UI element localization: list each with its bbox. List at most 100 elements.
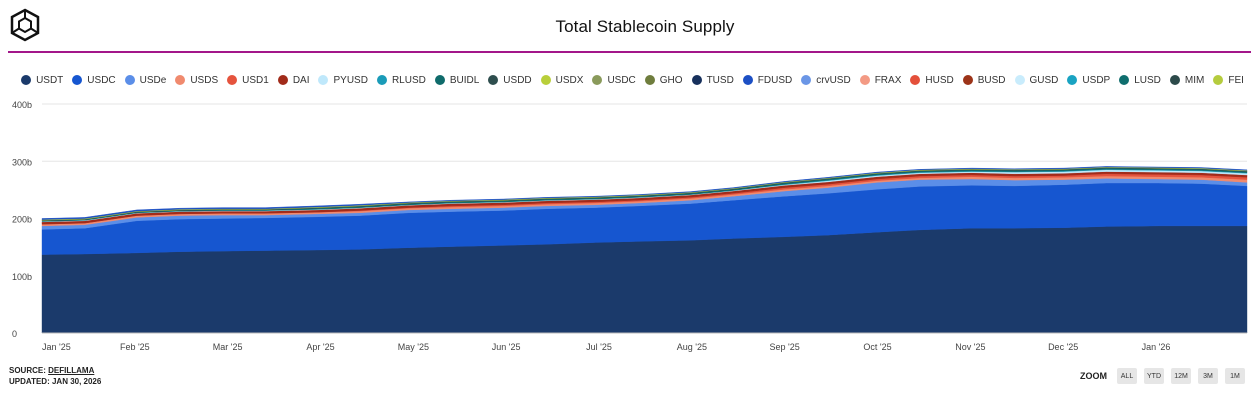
legend-item[interactable]: USDC [72,72,116,88]
legend-label: HUSD [925,74,954,86]
legend-label: RLUSD [391,74,426,86]
legend-item[interactable]: BUSD [962,72,1006,88]
zoom-3m-button[interactable]: 3M [1198,368,1218,384]
zoom-ytd-button[interactable]: YTD [1144,368,1164,384]
legend-label: USD1 [242,74,269,86]
legend-item[interactable]: PYUSD [318,72,368,88]
legend-item[interactable]: GUSD [1014,72,1059,88]
legend-item[interactable]: USDP [1067,72,1110,88]
legend-label: GUSD [1029,74,1059,86]
legend-item[interactable]: DAI [277,72,310,88]
legend-label: USDS [190,74,219,86]
zoom-all-button[interactable]: ALL [1117,368,1137,384]
legend-item[interactable]: crvUSD [801,72,851,88]
legend-swatch [962,75,973,85]
x-tick-label: Jan '26 [1142,342,1171,352]
area-series[interactable] [41,166,1248,220]
y-tick-label: 100b [12,272,32,282]
x-tick-label: Sep '25 [770,342,800,352]
legend-label: FRAX [874,74,902,86]
x-tick-label: Feb '25 [120,342,150,352]
legend-item[interactable]: USDS [175,72,218,88]
legend-swatch [434,75,445,85]
updated-date: UPDATED: JAN 30, 2026 [9,377,102,386]
source-note: SOURCE: DEFILLAMA UPDATED: JAN 30, 2026 [9,365,101,387]
legend-label: GHO [659,74,683,86]
chart-legend: USDT USDC USDe USDS USD1 DAI PYUSD RLUSD BUIDL US… [0,72,1253,88]
x-tick-label: Apr '25 [306,342,334,352]
legend-swatch [801,75,812,85]
legend-swatch [376,75,387,85]
legend-item[interactable]: BUIDL [434,72,479,88]
legend-swatch [21,75,32,85]
x-tick-label: Jun '25 [492,342,521,352]
legend-label: USDC [607,74,636,86]
legend-item[interactable]: FEI [1213,72,1244,88]
y-tick-label: 0 [12,329,17,339]
legend-label: FDUSD [757,74,793,86]
legend-item[interactable]: USD1 [227,72,269,88]
x-tick-label: Oct '25 [863,342,891,352]
chart-title: Total Stablecoin Supply [555,17,735,36]
legend-label: DAI [292,74,310,86]
zoom-1m-button[interactable]: 1M [1225,368,1245,384]
legend-item[interactable]: FRAX [859,72,902,88]
legend-swatch [488,75,499,85]
legend-swatch [1169,75,1180,85]
legend-swatch [1067,75,1078,85]
legend-item[interactable]: USDD [488,72,532,88]
zoom-12m-button[interactable]: 12M [1171,368,1191,384]
legend-swatch [277,75,288,85]
legend-item[interactable]: LUSD [1119,72,1161,88]
legend-item[interactable]: USDe [124,72,167,88]
x-tick-label: Jan '25 [42,342,71,352]
zoom-label: ZOOM [1080,371,1107,381]
legend-swatch [72,75,83,85]
x-tick-label: Mar '25 [213,342,243,352]
legend-label: USDX [555,74,584,86]
legend-swatch [175,75,186,85]
legend-item[interactable]: USDT [21,72,63,88]
legend-swatch [124,75,135,85]
source-label: SOURCE: [9,366,46,375]
legend-swatch [1014,75,1025,85]
legend-swatch [318,75,329,85]
legend-swatch [1213,75,1224,85]
legend-label: USDe [139,74,167,86]
x-tick-label: Dec '25 [1048,342,1078,352]
legend-label: USDP [1082,74,1111,86]
zoom-controls: ZOOM ALL YTD 12M 3M 1M [1080,368,1245,384]
legend-item[interactable]: USDC [592,72,636,88]
legend-label: PYUSD [333,74,368,86]
legend-label: FEI [1228,74,1244,86]
legend-item[interactable]: TUSD [691,72,734,88]
title-divider [8,51,1251,53]
legend-item[interactable]: RLUSD [376,72,426,88]
legend-swatch [227,75,238,85]
legend-label: crvUSD [816,74,851,86]
legend-item[interactable]: FDUSD [742,72,793,88]
x-tick-label: Aug '25 [677,342,707,352]
legend-swatch [540,75,551,85]
legend-swatch [691,75,702,85]
source-link[interactable]: DEFILLAMA [48,366,95,375]
legend-label: USDC [87,74,116,86]
x-tick-label: Jul '25 [586,342,612,352]
legend-label: LUSD [1134,74,1161,86]
legend-label: TUSD [706,74,734,86]
legend-item[interactable]: MIM [1169,72,1204,88]
legend-swatch [644,75,655,85]
y-tick-label: 400b [12,100,32,110]
cube-outline-icon[interactable] [10,8,40,42]
legend-swatch [592,75,603,85]
legend-swatch [1119,75,1130,85]
legend-label: USDT [36,74,64,86]
legend-label: BUSD [977,74,1006,86]
stacked-area-chart[interactable]: 0 100b 200b 300b 400b Jan '25 Feb '25 Mar '25 Ap… [0,95,1253,357]
legend-item[interactable]: HUSD [910,72,954,88]
legend-swatch [910,75,921,85]
legend-label: USDD [503,74,532,86]
legend-item[interactable]: GHO [644,72,683,88]
y-tick-label: 200b [12,215,32,225]
legend-item[interactable]: USDX [540,72,584,88]
